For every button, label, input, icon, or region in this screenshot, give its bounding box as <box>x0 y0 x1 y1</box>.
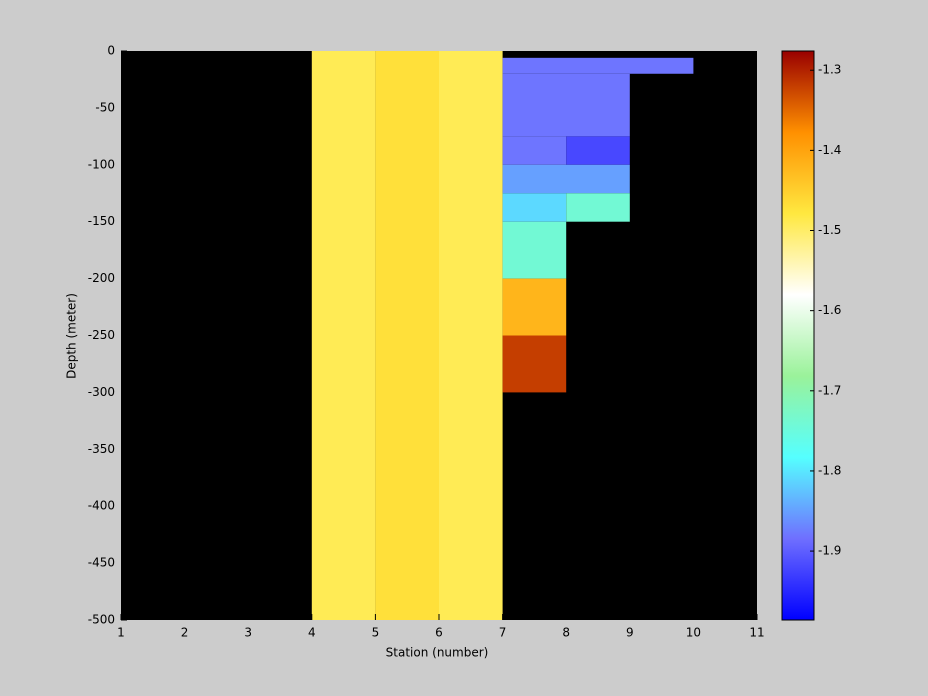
y-tick-label: -150 <box>88 214 115 228</box>
x-tick-label: 6 <box>435 626 443 640</box>
colorbar-tick-label: -1.5 <box>818 223 841 237</box>
colorbar-tick-label: -1.9 <box>818 544 841 558</box>
x-tick-label: 9 <box>626 626 634 640</box>
x-axis-label: Station (number) <box>386 646 489 660</box>
x-tick-label: 5 <box>372 626 380 640</box>
x-tick-label: 4 <box>308 626 316 640</box>
y-axis-label: Depth (meter) <box>65 293 79 379</box>
colorbar-tick-label: -1.8 <box>818 463 841 477</box>
x-tick-label: 7 <box>499 626 507 640</box>
y-tick-label: -350 <box>88 442 115 456</box>
heatmap-cell <box>502 164 630 194</box>
colorbar-tick-label: -1.4 <box>818 143 841 157</box>
y-tick-label: -50 <box>95 100 115 114</box>
y-tick-label: 0 <box>107 44 115 58</box>
x-tick-label: 2 <box>181 626 189 640</box>
x-tick-label: 3 <box>244 626 252 640</box>
x-tick-label: 10 <box>686 626 701 640</box>
heatmap-cell <box>502 57 694 74</box>
heatmap-cell <box>502 278 567 336</box>
colorbar-tick-label: -1.7 <box>818 383 841 397</box>
heatmap-cell <box>375 51 439 620</box>
heatmap-cell <box>502 136 567 165</box>
x-tick-label: 11 <box>749 626 764 640</box>
heatmap-cell <box>311 51 376 620</box>
heatmap-cell <box>502 335 567 393</box>
heatmap-cell <box>502 73 630 137</box>
y-tick-label: -300 <box>88 385 115 399</box>
y-tick-label: -250 <box>88 328 115 342</box>
heatmap-cell <box>566 136 630 165</box>
heatmap-cell <box>566 193 630 222</box>
heatmap-cell <box>502 221 567 279</box>
colorbar-tick-label: -1.6 <box>818 303 841 317</box>
y-tick-label: -500 <box>88 613 115 627</box>
x-tick-label: 8 <box>562 626 570 640</box>
y-tick-label: -400 <box>88 499 115 513</box>
y-tick-label: -100 <box>88 157 115 171</box>
y-tick-label: -200 <box>88 271 115 285</box>
heatmap-cell <box>439 51 503 620</box>
y-tick-label: -450 <box>88 556 115 570</box>
x-tick-label: 1 <box>117 626 125 640</box>
heatmap-cell <box>502 193 567 222</box>
colorbar <box>781 50 815 621</box>
colorbar-tick-label: -1.3 <box>818 63 841 77</box>
